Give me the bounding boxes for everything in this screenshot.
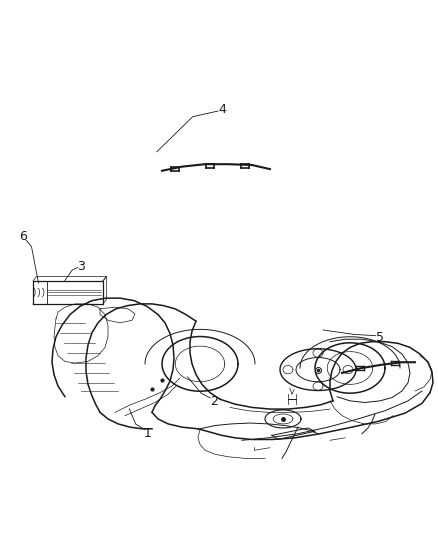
Text: 2: 2 bbox=[210, 395, 218, 408]
Text: 1: 1 bbox=[144, 427, 152, 440]
Text: 6: 6 bbox=[19, 230, 27, 243]
Text: 4: 4 bbox=[219, 103, 226, 116]
Text: 5: 5 bbox=[376, 331, 384, 344]
Text: 3: 3 bbox=[77, 260, 85, 273]
